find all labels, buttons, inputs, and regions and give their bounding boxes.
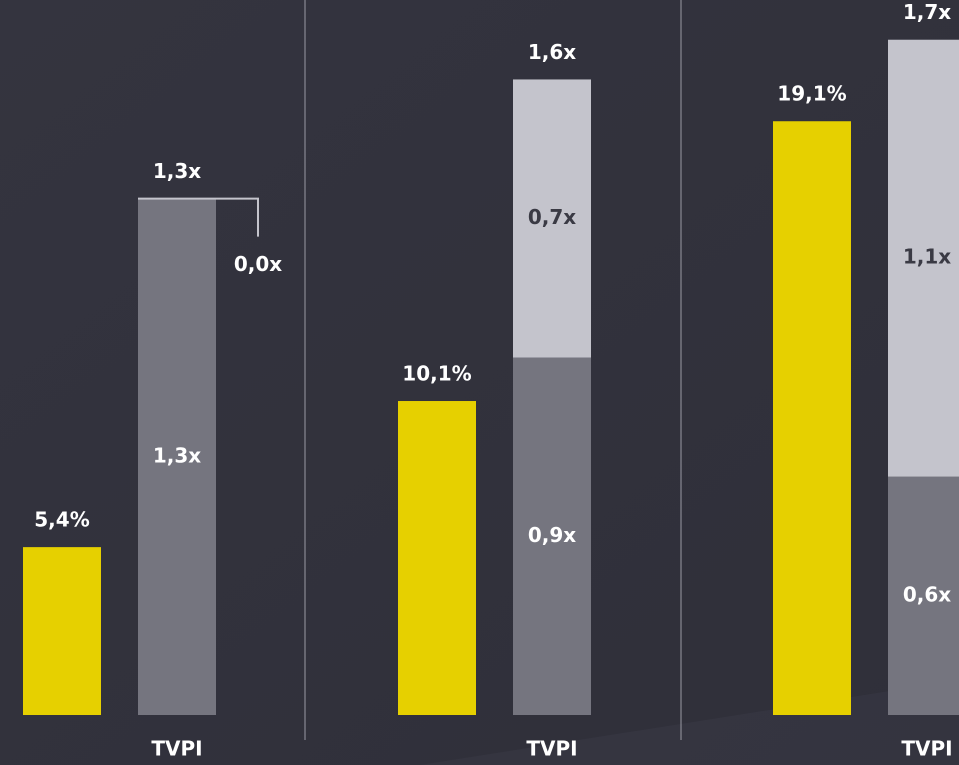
value-label: 0,0x (234, 252, 282, 276)
value-label: 1,3x (153, 443, 201, 467)
bar (23, 547, 101, 715)
zero-bracket (138, 197, 259, 237)
value-label: 0,9x (528, 523, 576, 547)
bar (398, 401, 476, 715)
value-label: 5,4% (34, 508, 89, 532)
total-label: 1,3x (153, 159, 201, 183)
bar (773, 121, 851, 715)
bar-segment (513, 79, 591, 358)
value-label: 0,7x (528, 205, 576, 229)
x-tick-label: TVPI (151, 737, 202, 761)
value-label: 19,1% (777, 82, 846, 106)
bar-segment (888, 39, 959, 477)
total-label: 1,7x (903, 0, 951, 24)
value-label: 10,1% (402, 362, 471, 386)
bar-segment (138, 198, 216, 716)
bar-segment (513, 357, 591, 715)
x-tick-label: TVPI (901, 737, 952, 761)
bar-segment (888, 476, 959, 715)
value-label: 0,6x (903, 582, 951, 606)
value-label: 1,1x (903, 245, 951, 269)
total-label: 1,6x (528, 40, 576, 64)
x-tick-label: TVPI (526, 737, 577, 761)
